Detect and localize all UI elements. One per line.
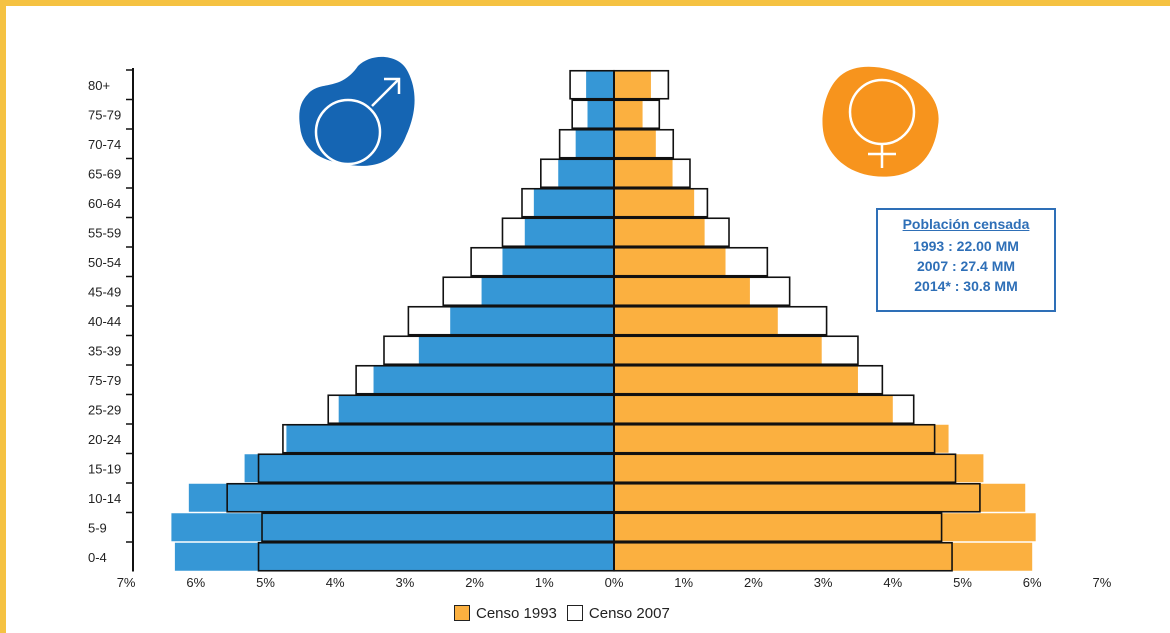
x-tick-label: 7%: [117, 575, 136, 590]
bar-male-1993-0: [586, 70, 614, 99]
bar-male-1993-3: [558, 159, 614, 188]
y-tick-label: 55-59: [88, 225, 121, 240]
x-tick-label: 6%: [1023, 575, 1042, 590]
bar-female-1993-12: [614, 424, 949, 453]
y-tick-label: 20-24: [88, 432, 121, 447]
bar-female-1993-10: [614, 365, 858, 394]
frame-left-border: [0, 0, 6, 633]
y-tick-label: 70-74: [88, 137, 121, 152]
info-box-title: Población censada: [902, 216, 1030, 232]
bar-male-1993-9: [418, 336, 614, 365]
x-tick-label: 1%: [535, 575, 554, 590]
legend-item-2007: Censo 2007: [566, 604, 670, 622]
bar-male-1993-6: [502, 247, 614, 276]
bar-male-1993-2: [575, 129, 614, 158]
y-tick-label: 0-4: [88, 550, 107, 565]
bar-male-1993-16: [174, 542, 614, 571]
legend-label-2007: Censo 2007: [588, 604, 670, 622]
bar-male-1993-1: [587, 100, 614, 129]
x-tick-label: 5%: [256, 575, 275, 590]
bar-female-1993-5: [614, 218, 705, 247]
y-tick-label: 75-79: [88, 107, 121, 122]
y-tick-label: 65-69: [88, 166, 121, 181]
legend-swatch-2007: [566, 605, 583, 621]
y-tick-label: 15-19: [88, 461, 121, 476]
y-tick-label: 40-44: [88, 314, 121, 329]
x-tick-label: 6%: [186, 575, 205, 590]
x-tick-label: 3%: [814, 575, 833, 590]
frame-top-border: [0, 0, 1170, 6]
legend-swatch-1993: [454, 605, 470, 621]
census-info-box: Población censada 1993 : 22.00 MM 2007 :…: [876, 208, 1056, 312]
bar-male-1993-15: [171, 513, 614, 542]
bar-male-1993-5: [524, 218, 614, 247]
bar-male-1993-14: [188, 483, 614, 512]
y-tick-label: 60-64: [88, 196, 121, 211]
info-line-2014: 2014* : 30.8 MM: [914, 278, 1018, 294]
x-tick-label: 1%: [674, 575, 693, 590]
bar-female-1993-15: [614, 513, 1036, 542]
x-tick-label: 7%: [1093, 575, 1112, 590]
info-line-1993: 1993 : 22.00 MM: [913, 238, 1019, 254]
bar-female-1993-9: [614, 336, 822, 365]
info-line-2007: 2007 : 27.4 MM: [916, 258, 1016, 274]
x-tick-label: 5%: [953, 575, 972, 590]
y-tick-label: 35-39: [88, 343, 121, 358]
y-tick-label: 5-9: [88, 520, 107, 535]
bar-female-1993-1: [614, 100, 643, 129]
bar-female-1993-3: [614, 159, 673, 188]
bar-female-1993-16: [614, 542, 1033, 571]
bar-male-1993-7: [481, 277, 614, 306]
x-tick-label: 2%: [465, 575, 484, 590]
bar-female-1993-14: [614, 483, 1026, 512]
y-tick-label: 10-14: [88, 491, 121, 506]
bar-male-1993-10: [373, 365, 614, 394]
bar-female-1993-4: [614, 188, 695, 217]
y-tick-label: 50-54: [88, 255, 121, 270]
y-tick-label: 45-49: [88, 284, 121, 299]
y-tick-label: 75-79: [88, 373, 121, 388]
x-tick-label: 4%: [326, 575, 345, 590]
female-symbol-icon: [822, 66, 939, 177]
chart-legend: Censo 1993 Censo 2007: [454, 602, 680, 624]
legend-item-1993: Censo 1993: [454, 605, 557, 622]
x-tick-label: 0%: [605, 575, 624, 590]
legend-label-1993: Censo 1993: [476, 604, 557, 622]
x-tick-label: 2%: [744, 575, 763, 590]
male-symbol-icon: [299, 56, 415, 166]
y-tick-label: 80+: [88, 78, 110, 93]
bar-male-1993-8: [450, 306, 614, 335]
bar-male-1993-4: [533, 188, 614, 217]
bar-female-1993-0: [614, 70, 651, 99]
bar-female-1993-2: [614, 129, 656, 158]
bar-female-1993-8: [614, 306, 778, 335]
x-tick-label: 4%: [883, 575, 902, 590]
bar-male-1993-12: [286, 424, 614, 453]
bar-female-1993-13: [614, 454, 984, 483]
bar-male-1993-11: [338, 395, 614, 424]
bar-female-1993-11: [614, 395, 893, 424]
y-tick-label: 25-29: [88, 402, 121, 417]
bar-male-1993-13: [244, 454, 614, 483]
x-tick-label: 3%: [396, 575, 415, 590]
bar-female-1993-7: [614, 277, 750, 306]
bar-female-1993-6: [614, 247, 726, 276]
